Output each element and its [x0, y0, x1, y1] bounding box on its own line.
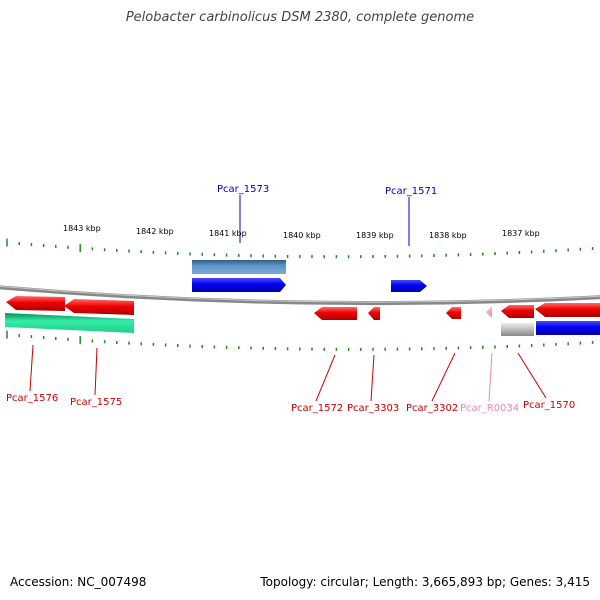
gene-label-pcar-1570[interactable]: Pcar_1570	[523, 400, 575, 411]
gene-pcar-1571-arrow[interactable]	[391, 280, 427, 292]
gene-pcar-1576-arrow[interactable]	[6, 296, 65, 311]
gene-pcar-1573-arrow[interactable]	[192, 278, 286, 292]
gene-pcar-1572-arrow[interactable]	[314, 307, 357, 320]
leader-line	[431, 352, 456, 402]
scale-label: 1840 kbp	[283, 231, 321, 240]
gene-label-pcar-1571[interactable]: Pcar_1571	[385, 186, 437, 197]
gene-pcar-3303-arrow[interactable]	[368, 307, 380, 320]
gene-pcar-1575-arrow[interactable]	[64, 299, 134, 315]
scale-label: 1842 kbp	[136, 227, 174, 236]
accession-text: Accession: NC_007498	[10, 575, 147, 589]
gene-pcar-r0034-arrow[interactable]	[486, 306, 492, 318]
leader-line	[315, 354, 336, 402]
gene-label-pcar-3303[interactable]: Pcar_3303	[347, 403, 399, 414]
scale-label: 1839 kbp	[356, 231, 394, 240]
leader-line	[370, 354, 375, 402]
gene-reverse-arrow[interactable]	[535, 303, 600, 317]
leader-line	[94, 347, 98, 396]
gene-pcar-1570-arrow[interactable]	[501, 305, 534, 318]
leader-line	[488, 352, 493, 402]
feature-blue-box[interactable]	[536, 321, 600, 335]
gene-label-pcar-3302[interactable]: Pcar_3302	[406, 403, 458, 414]
gene-label-pcar-1572[interactable]: Pcar_1572	[291, 403, 343, 414]
scale-label: 1841 kbp	[209, 229, 247, 238]
feature-pcar-1576-box[interactable]	[5, 313, 134, 333]
gene-pcar-3302-arrow[interactable]	[446, 307, 461, 319]
genome-backbone	[0, 285, 600, 306]
scale-ticks-top	[6, 238, 594, 259]
gene-label-pcar-r0034[interactable]: Pcar_R0034	[460, 403, 519, 414]
scale-ticks-bottom	[6, 330, 594, 351]
gene-label-pcar-1573[interactable]: Pcar_1573	[217, 184, 269, 195]
scale-label: 1838 kbp	[429, 231, 467, 240]
scale-labels: 1843 kbp 1842 kbp 1841 kbp 1840 kbp 1839…	[63, 224, 540, 240]
feature-gray-box[interactable]	[501, 323, 534, 336]
gene-label-pcar-1576[interactable]: Pcar_1576	[6, 393, 58, 404]
leader-line	[29, 344, 34, 392]
leader-line	[517, 352, 547, 399]
genome-title: Pelobacter carbinolicus DSM 2380, comple…	[125, 10, 475, 25]
feature-pcar-1573-box[interactable]	[192, 260, 286, 274]
scale-label: 1843 kbp	[63, 224, 101, 233]
gene-label-pcar-1575[interactable]: Pcar_1575	[70, 397, 122, 408]
genome-summary-text: Topology: circular; Length: 3,665,893 bp…	[260, 575, 590, 589]
scale-label: 1837 kbp	[502, 229, 540, 238]
